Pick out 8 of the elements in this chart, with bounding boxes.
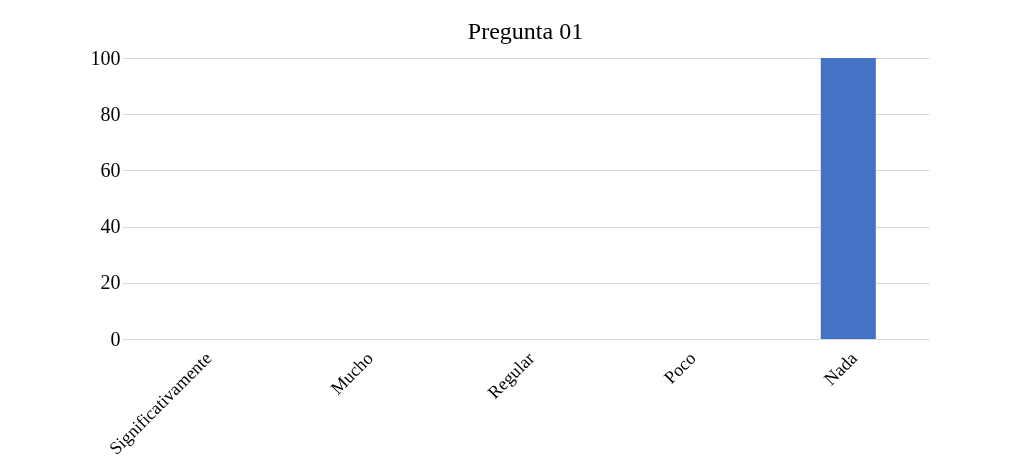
chart-title: Pregunta 01	[467, 18, 584, 44]
y-tick-label: 40	[100, 215, 121, 238]
y-tick-label: 20	[100, 271, 121, 294]
y-tick-label: 0	[110, 327, 121, 350]
x-tick-label: Poco	[660, 348, 700, 388]
y-tick-label: 80	[100, 102, 121, 125]
y-tick-label: 100	[90, 46, 121, 69]
y-tick-label: 60	[100, 158, 121, 181]
